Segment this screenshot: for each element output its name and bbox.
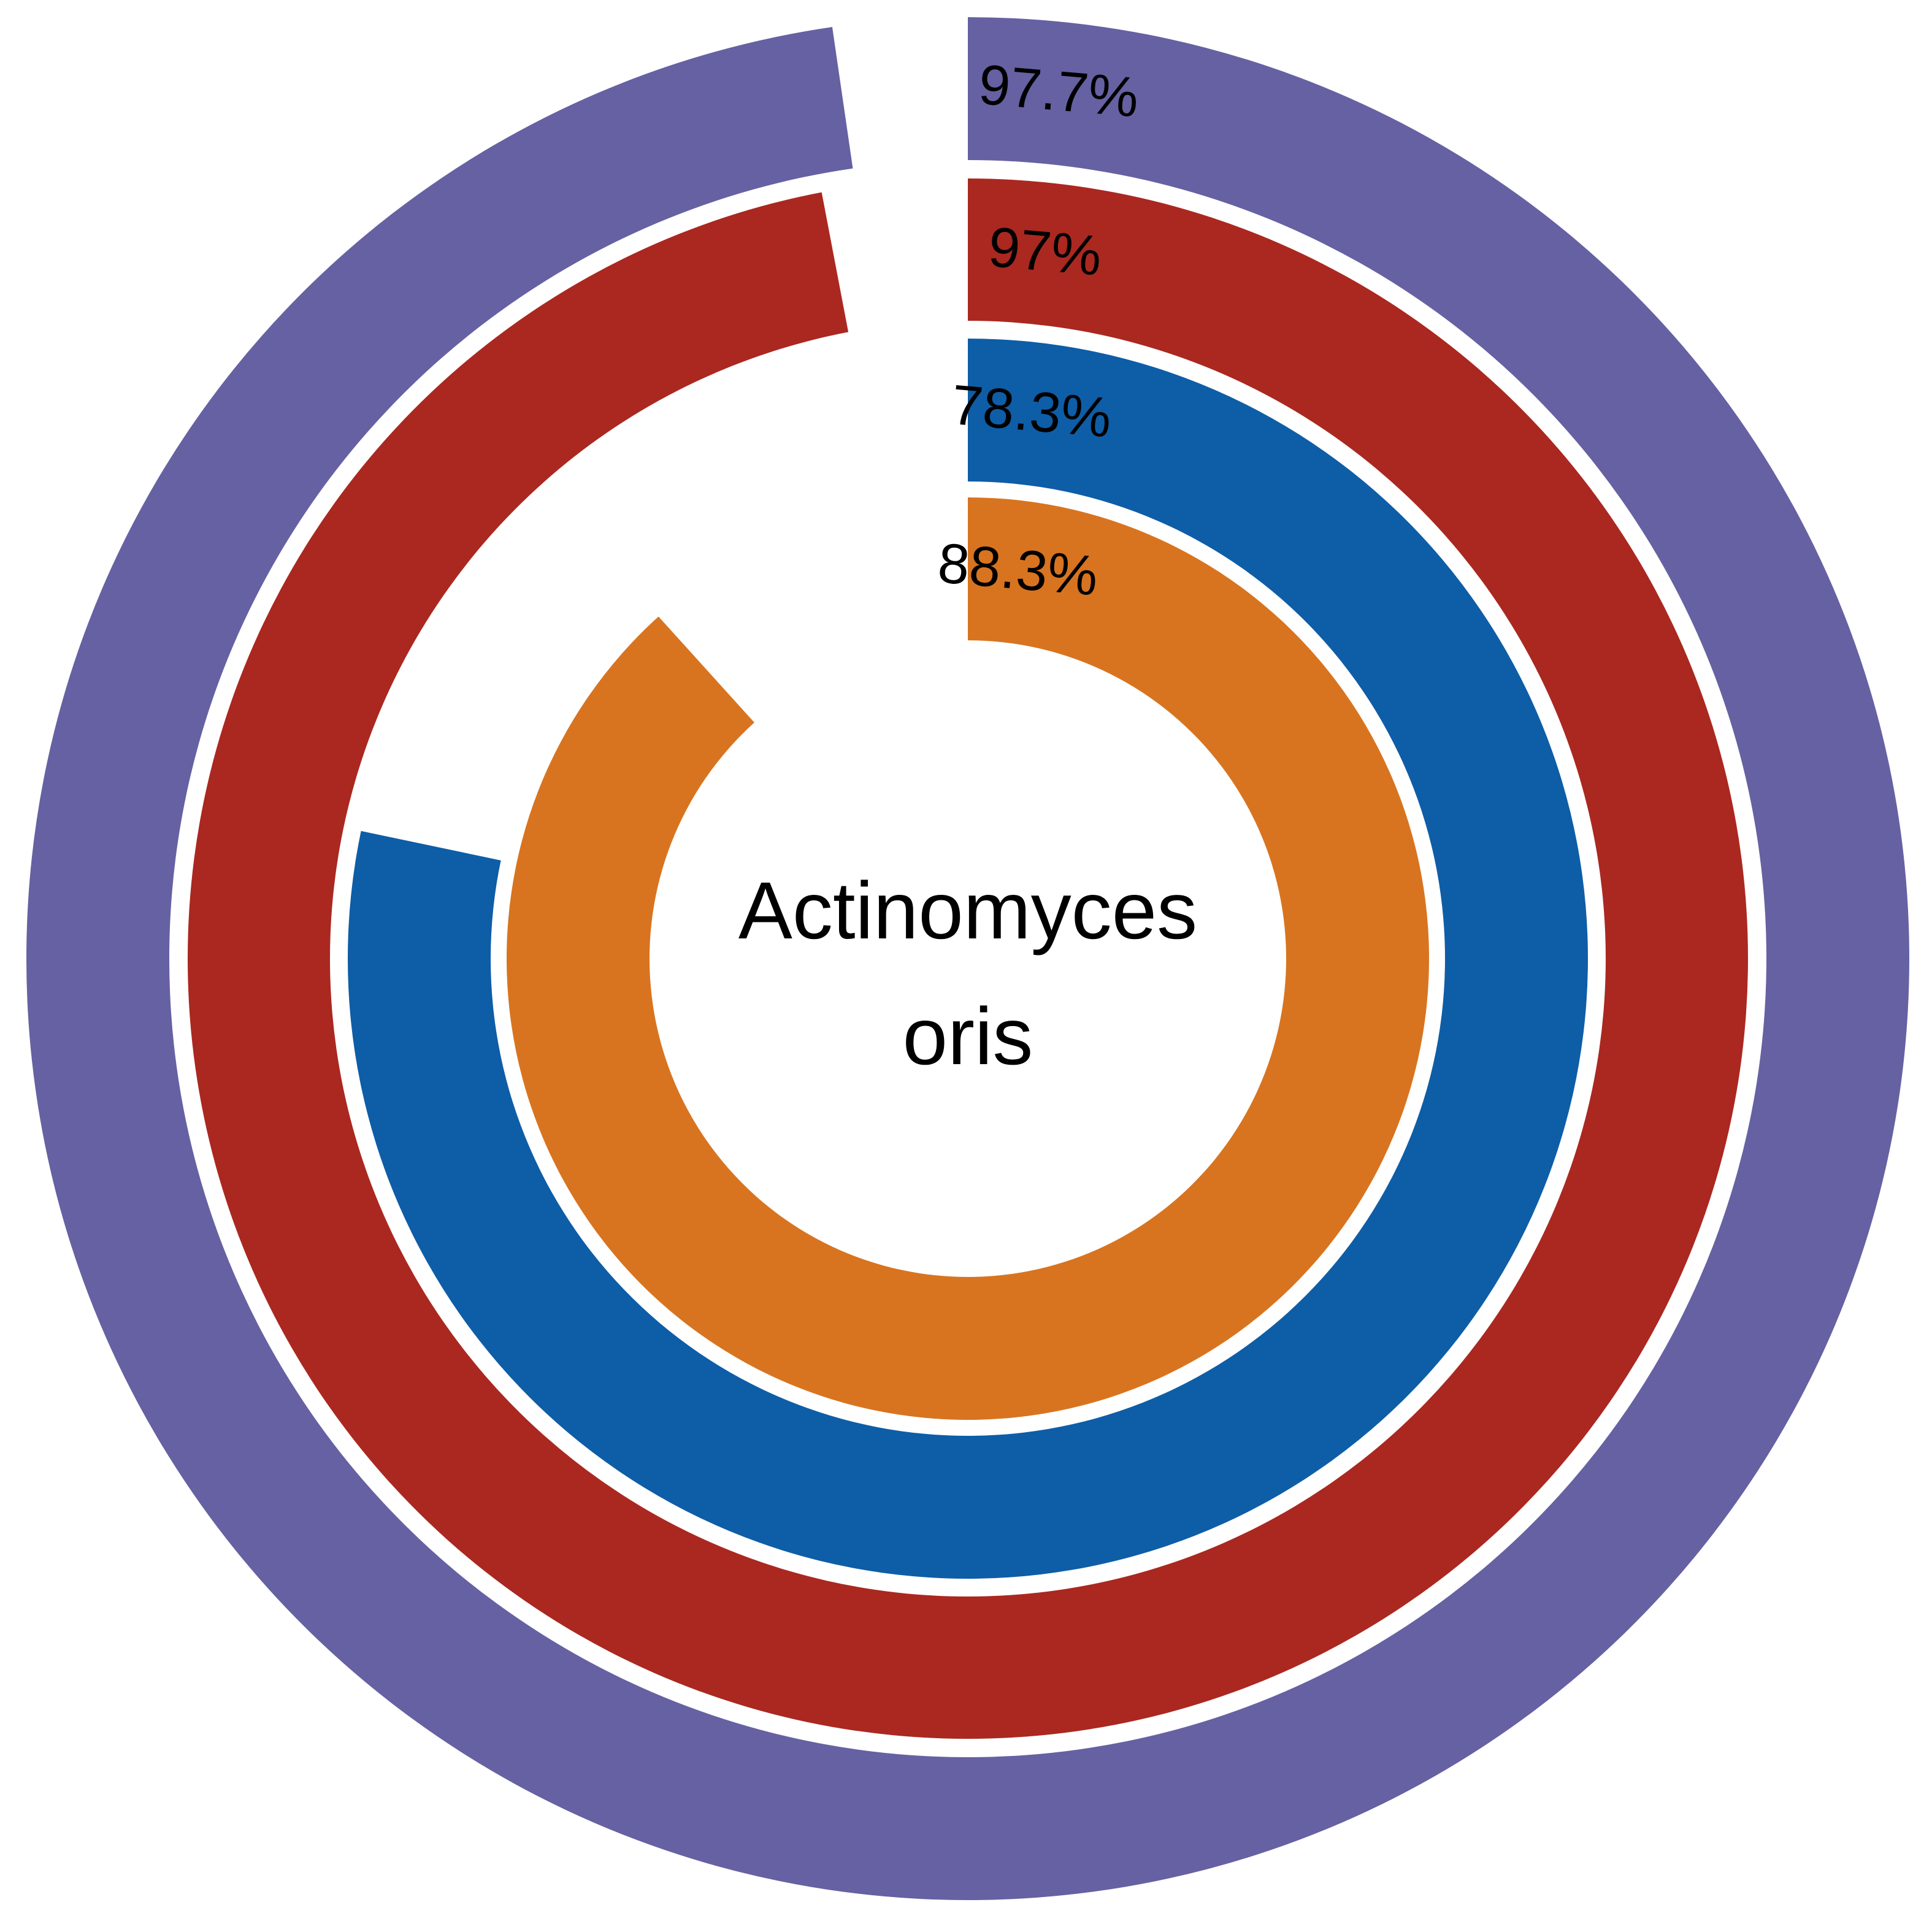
ring-label-3: 78.3% [949,374,1114,450]
ring-labels-group: 97.7% 97% 78.3% 88.3% [935,53,1141,608]
center-label-line-2: oris [903,991,1033,1081]
ring-label-2: 97% [986,216,1104,288]
ring-label-4: 88.3% [935,532,1100,608]
center-label-line-1: Actinomyces [738,865,1197,956]
ring-bar-4 [507,497,1430,1420]
rings-group [26,17,1909,1900]
ring-label-1: 97.7% [976,53,1141,129]
